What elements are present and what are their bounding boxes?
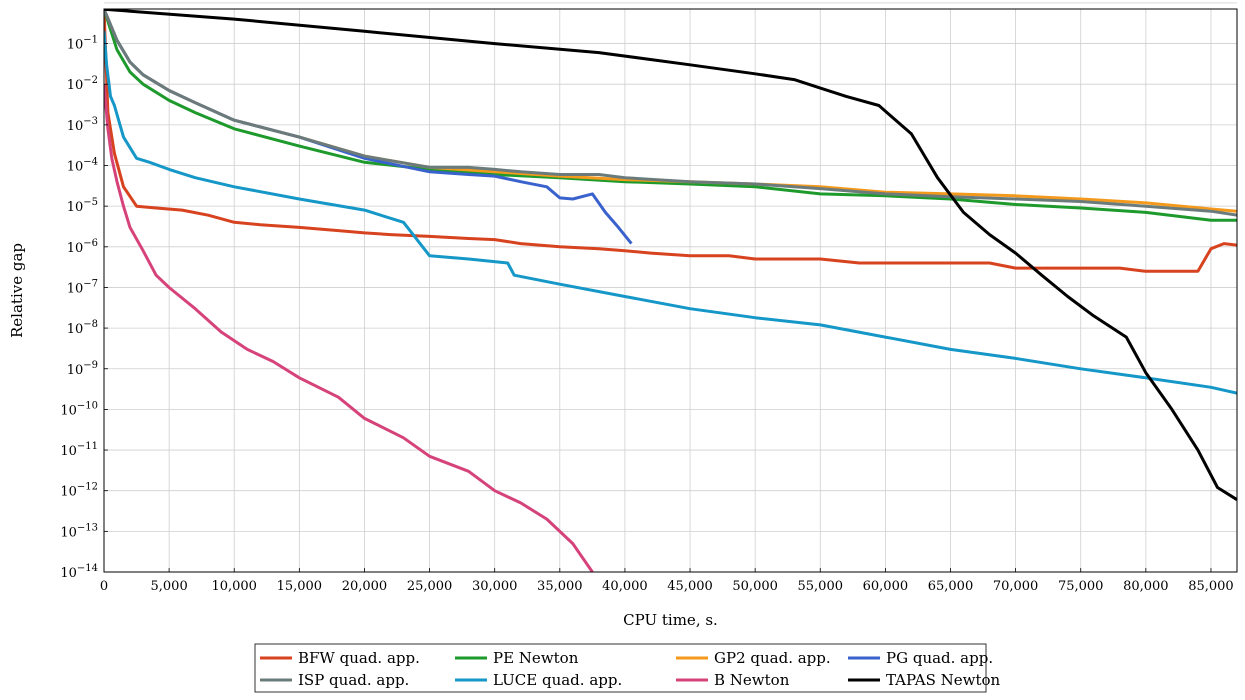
x-tick-label: 75,000 bbox=[1058, 579, 1104, 594]
x-tick-label: 20,000 bbox=[342, 579, 388, 594]
x-tick-label: 60,000 bbox=[863, 579, 909, 594]
y-axis-ticks: 10−14 10−13 10−12 10−11 10−10 10−9 10−8 10−7 10−… bbox=[60, 35, 108, 581]
x-tick-label: 30,000 bbox=[472, 579, 518, 594]
x-tick-label: 35,000 bbox=[537, 579, 583, 594]
y-tick-label: 10−10 bbox=[60, 400, 98, 418]
legend: BFW quad. app. PE Newton GP2 quad. app. PG … bbox=[254, 643, 1001, 693]
legend-label: PE Newton bbox=[493, 649, 579, 667]
legend-label: PG quad. app. bbox=[886, 649, 993, 667]
x-tick-label: 5,000 bbox=[151, 579, 188, 594]
legend-label: B Newton bbox=[714, 671, 790, 689]
y-tick-label: 10−13 bbox=[60, 522, 98, 540]
series-pg-quad-app bbox=[104, 9, 633, 245]
legend-label: GP2 quad. app. bbox=[714, 649, 831, 667]
x-tick-label: 40,000 bbox=[602, 579, 648, 594]
grid bbox=[103, 2, 1237, 573]
y-tick-label: 10−2 bbox=[67, 75, 98, 93]
x-axis-ticks: 0 5,000 10,000 15,000 20,000 25,000 30,000 35,0… bbox=[100, 568, 1234, 594]
x-tick-label: 85,000 bbox=[1188, 579, 1234, 594]
x-tick-label: 10,000 bbox=[211, 579, 257, 594]
series-luce-quad-app bbox=[104, 31, 1237, 395]
legend-label: LUCE quad. app. bbox=[493, 671, 622, 689]
series-b-newton bbox=[104, 84, 594, 572]
x-tick-label: 70,000 bbox=[993, 579, 1039, 594]
x-tick-label: 0 bbox=[100, 579, 108, 594]
y-tick-label: 10−6 bbox=[67, 238, 98, 256]
x-tick-label: 50,000 bbox=[732, 579, 778, 594]
series-isp-quad-app bbox=[104, 9, 1237, 217]
plot-frame bbox=[103, 8, 1238, 573]
x-axis-label: CPU time, s. bbox=[623, 611, 718, 629]
x-tick-label: 45,000 bbox=[667, 579, 713, 594]
x-tick-label: 55,000 bbox=[798, 579, 844, 594]
y-tick-label: 10−4 bbox=[67, 157, 98, 175]
y-tick-label: 10−12 bbox=[60, 482, 98, 500]
legend-box bbox=[254, 643, 987, 693]
x-tick-label: 15,000 bbox=[277, 579, 323, 594]
legend-label: TAPAS Newton bbox=[886, 671, 1001, 689]
x-tick-label: 80,000 bbox=[1123, 579, 1169, 594]
x-tick-label: 65,000 bbox=[928, 579, 974, 594]
y-tick-label: 10−14 bbox=[60, 563, 98, 581]
series-tapas-newton bbox=[104, 9, 1237, 501]
y-tick-label: 10−3 bbox=[67, 116, 98, 134]
legend-label: BFW quad. app. bbox=[298, 649, 420, 667]
y-tick-label: 10−9 bbox=[67, 360, 98, 378]
series-lines bbox=[104, 9, 1237, 572]
series-bfw-quad-app bbox=[104, 9, 1237, 273]
legend-label: ISP quad. app. bbox=[298, 671, 409, 689]
y-tick-label: 10−7 bbox=[67, 278, 98, 296]
y-tick-label: 10−1 bbox=[67, 35, 98, 53]
y-tick-label: 10−11 bbox=[60, 441, 98, 459]
x-tick-label: 25,000 bbox=[407, 579, 453, 594]
y-tick-label: 10−5 bbox=[67, 197, 98, 215]
y-tick-label: 10−8 bbox=[67, 319, 98, 337]
y-axis-label: Relative gap bbox=[8, 243, 26, 338]
series-pe-newton bbox=[104, 9, 1237, 222]
